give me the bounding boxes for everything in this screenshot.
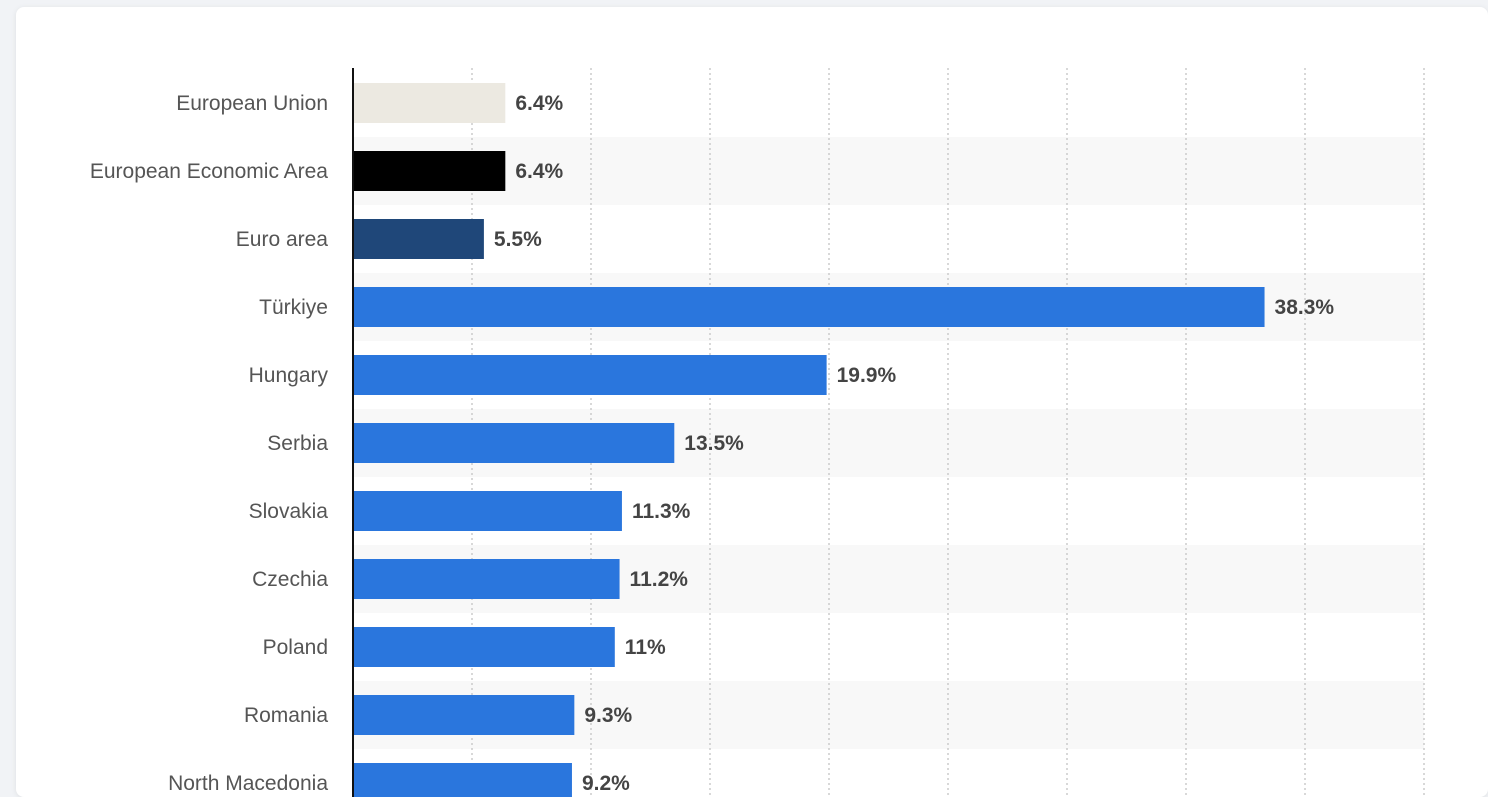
category-label: Hungary xyxy=(249,364,329,387)
bar xyxy=(353,491,622,531)
bar xyxy=(353,763,572,797)
bar xyxy=(353,151,506,191)
category-label: European Union xyxy=(176,92,328,115)
value-label: 9.3% xyxy=(584,704,632,727)
bar xyxy=(353,287,1265,327)
bar-chart: European Union 6.4% European Economic Area… xyxy=(90,68,1425,797)
bar xyxy=(353,423,675,463)
value-label: 5.5% xyxy=(494,228,542,251)
value-label: 11.3% xyxy=(632,500,691,523)
category-label: Czechia xyxy=(252,568,328,591)
bar xyxy=(353,627,615,667)
category-label: Türkiye xyxy=(259,296,328,319)
value-label: 11.2% xyxy=(630,568,689,591)
category-label: North Macedonia xyxy=(168,772,328,795)
bar xyxy=(353,83,506,123)
value-label: 11% xyxy=(625,636,666,659)
chart-card: European Union 6.4% European Economic Area… xyxy=(16,7,1488,797)
category-label: European Economic Area xyxy=(90,160,328,183)
value-label: 6.4% xyxy=(515,92,563,115)
value-label: 13.5% xyxy=(684,432,744,455)
bar xyxy=(353,695,575,735)
value-label: 38.3% xyxy=(1275,296,1335,319)
category-label: Romania xyxy=(244,704,328,727)
value-label: 6.4% xyxy=(515,160,563,183)
category-label: Serbia xyxy=(267,432,328,455)
row-stripe xyxy=(353,137,1424,205)
category-label: Poland xyxy=(263,636,328,659)
bar xyxy=(353,355,827,395)
category-label: Euro area xyxy=(236,228,329,251)
value-label: 9.2% xyxy=(582,772,630,795)
bar xyxy=(353,219,484,259)
bar xyxy=(353,559,620,599)
category-label: Slovakia xyxy=(249,500,329,523)
value-label: 19.9% xyxy=(837,364,897,387)
